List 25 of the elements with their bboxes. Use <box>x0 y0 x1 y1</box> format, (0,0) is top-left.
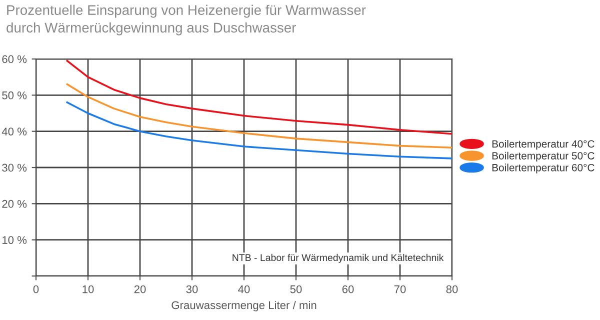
y-tick-label: 60 % <box>2 55 27 64</box>
y-tick-label: 10 % <box>2 236 27 244</box>
y-tick-label: 40 % <box>2 128 27 136</box>
x-axis-title: Grauwassermenge Liter / min <box>172 300 316 312</box>
x-tick-label: 70 <box>394 285 406 294</box>
line-series <box>66 83 452 149</box>
legend-label: Boilertemperatur 50°C <box>492 152 594 162</box>
line-series <box>66 60 452 135</box>
x-tick-label: 50 <box>290 285 302 294</box>
annotation: NTB - Labor für Wärmedynamik und Kältetechnik <box>232 254 444 263</box>
chart-title: Prozentuelle Einsparung von Heizenergie für Warmwasser <box>7 4 366 18</box>
y-tick-label: 20 % <box>2 200 27 208</box>
y-tick-label: 30 % <box>2 164 27 172</box>
x-tick-label: 0 <box>33 285 39 294</box>
chart-subtitle: durch Wärmerückgewinnung aus Duschwasser <box>6 22 296 36</box>
x-tick-label: 30 <box>186 285 198 294</box>
x-tick-label: 10 <box>82 285 94 294</box>
x-tick-label: 20 <box>134 285 146 294</box>
y-tick-label: 50 % <box>2 91 27 100</box>
x-tick-label: 40 <box>238 285 250 294</box>
legend-label: Boilertemperatur 40°C <box>492 140 594 150</box>
legend-label: Boilertemperatur 60°C <box>492 164 594 174</box>
line-series <box>66 101 452 160</box>
x-tick-label: 80 <box>446 285 458 294</box>
x-tick-label: 60 <box>342 285 354 294</box>
